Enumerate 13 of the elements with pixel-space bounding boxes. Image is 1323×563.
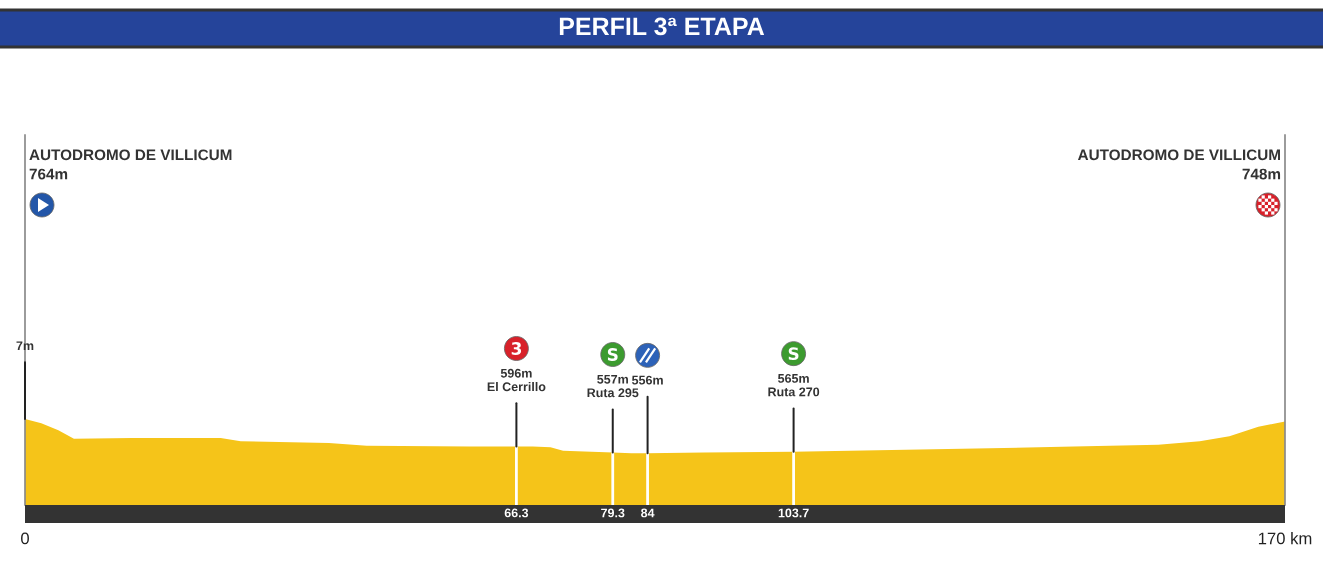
ref-line-label: 84 [641,508,655,518]
ref-line-label: 66.3 [504,508,529,518]
annotation: 596m El Cerrillo [487,368,546,392]
annotation: 565m Ruta 270 [768,373,820,397]
ref-line-label: 79.3 [601,508,625,518]
ref-line-label: 103.7 [778,508,809,518]
annotation: 556m [631,375,663,385]
x-tick-label: 0 [21,532,29,545]
x-tick-label: 170 km [1258,532,1312,545]
chart-title: PERFIL 3ª ETAPA [559,17,765,36]
annotation: 7m [16,341,34,351]
text: AUTODROMO DE VILLICUM 748m [1077,149,1281,180]
text: AUTODROMO DE VILLICUM 764m [29,149,232,180]
